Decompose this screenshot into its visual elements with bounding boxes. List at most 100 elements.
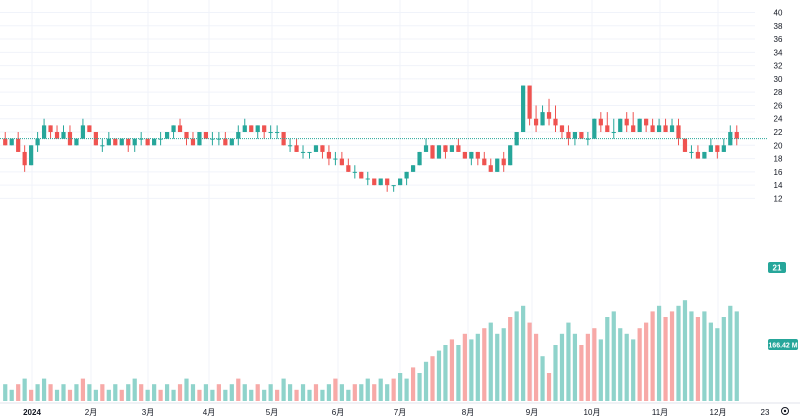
volume-bar — [663, 317, 668, 401]
candle-body — [294, 145, 299, 152]
candle-body — [734, 132, 739, 139]
candle-body — [546, 112, 552, 119]
volume-bar — [631, 339, 636, 401]
volume-bar — [359, 384, 364, 401]
candle-body — [527, 85, 532, 119]
volume-bar — [618, 328, 623, 401]
x-tick-label: 8月 — [462, 408, 474, 417]
candle-body — [333, 158, 338, 160]
candle-body — [119, 138, 124, 146]
candle-body — [203, 132, 209, 139]
volume-bar — [689, 311, 694, 401]
volume-bar — [249, 389, 254, 401]
volume-bar — [67, 389, 73, 401]
candle-body — [54, 132, 60, 139]
y-tick-label: 26 — [774, 101, 783, 110]
candle-body — [229, 138, 234, 146]
candle-body — [624, 118, 629, 126]
volume-bar — [682, 300, 688, 401]
candle-body — [3, 138, 8, 146]
candle-body — [592, 118, 597, 139]
candle-body — [268, 132, 273, 134]
volume-bar — [197, 389, 202, 401]
volume-bar — [61, 384, 66, 401]
candle-body — [300, 151, 306, 153]
volume-bar — [313, 384, 319, 401]
candles — [3, 85, 739, 192]
volume-bar — [365, 378, 370, 401]
volume-bar — [203, 384, 209, 401]
candle-body — [262, 125, 267, 133]
volume-bar — [734, 311, 739, 401]
candle-body — [443, 145, 448, 152]
y-tick-label: 20 — [774, 141, 783, 150]
volume-bar — [598, 339, 603, 401]
candle-body — [540, 112, 545, 126]
volume-bar — [410, 367, 416, 401]
candle-body — [656, 125, 662, 133]
volume-bar — [391, 378, 396, 401]
y-tick-label: 34 — [774, 48, 783, 57]
candle-body — [631, 125, 636, 133]
y-tick-label: 40 — [774, 9, 783, 18]
volume-bar — [93, 389, 98, 401]
candle-body — [650, 125, 655, 133]
y-axis[interactable]: 12 14 16 18 20 22 24 26 28 30 32 34 36 38 40 — [774, 9, 783, 204]
candle-body — [67, 132, 73, 146]
candle-body — [372, 178, 377, 186]
x-tick-label: 11月 — [652, 408, 668, 417]
volume-bar — [430, 356, 435, 401]
candle-body — [113, 138, 118, 146]
x-tick-label: 4月 — [203, 408, 215, 417]
volume-bar — [190, 384, 196, 401]
volume-bar — [113, 384, 118, 401]
x-tick-label: 9月 — [526, 408, 538, 417]
candle-body — [663, 125, 668, 133]
volume-bar — [35, 384, 40, 401]
y-tick-label: 24 — [774, 115, 783, 124]
candle-body — [100, 145, 105, 147]
volume-bar — [3, 384, 8, 401]
x-tick-label: 23 — [761, 408, 770, 417]
candle-body — [365, 178, 370, 180]
volume-bar — [268, 384, 273, 401]
volume-bar — [216, 384, 221, 401]
y-tick-label: 14 — [774, 181, 783, 190]
volume-bar — [715, 328, 720, 401]
x-tick-label: 6月 — [332, 408, 344, 417]
candle-body — [508, 145, 513, 166]
volume-bar — [592, 328, 597, 401]
candle-body — [689, 151, 694, 153]
volume-bar — [100, 384, 105, 401]
volume-bar — [352, 384, 357, 401]
volume-bar — [307, 389, 312, 401]
volume-bar — [294, 389, 299, 401]
volume-bar — [514, 311, 519, 401]
volume-bar — [605, 317, 610, 401]
y-tick-label: 38 — [774, 22, 783, 31]
volume-bar — [624, 333, 629, 401]
x-axis[interactable]: 2024 2月 3月 4月 5月 6月 7月 8月 9月 10月 11月 12月 23 — [0, 402, 800, 417]
settings-icon[interactable] — [781, 407, 789, 415]
candle-body — [22, 151, 27, 166]
volume-bar — [132, 378, 137, 401]
volume-bar — [22, 378, 27, 401]
x-tick-label: 2024 — [23, 408, 41, 417]
candle-body — [352, 171, 357, 173]
volume-bar — [372, 384, 377, 401]
candle-body — [488, 165, 493, 172]
volume-bar — [80, 378, 86, 401]
candle-body — [676, 125, 681, 139]
candle-body — [307, 151, 312, 153]
candle-body — [553, 118, 558, 126]
candle-body — [139, 138, 144, 140]
candle-body — [430, 145, 435, 159]
x-tick-label: 10月 — [584, 408, 601, 417]
candle-body — [132, 138, 137, 146]
volume-bar — [281, 378, 286, 401]
candle-body — [398, 178, 403, 186]
candle-body — [585, 138, 590, 140]
volume-bar — [527, 322, 532, 401]
